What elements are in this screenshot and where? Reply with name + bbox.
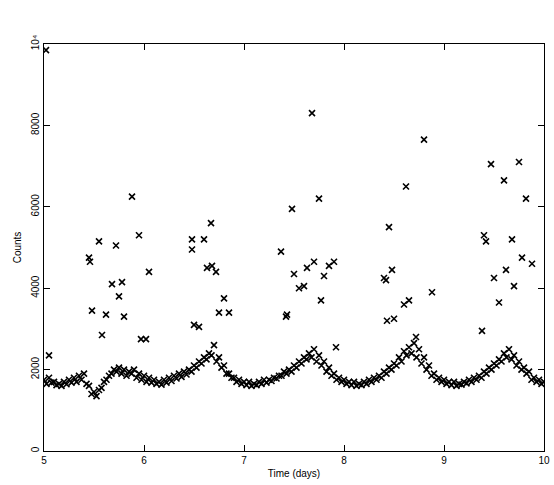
svg-text:5: 5	[41, 455, 47, 466]
svg-text:4000: 4000	[30, 275, 41, 298]
svg-text:6000: 6000	[30, 194, 41, 217]
svg-text:Counts: Counts	[12, 232, 23, 264]
svg-text:Time (days): Time (days)	[268, 468, 320, 479]
svg-text:7: 7	[241, 455, 247, 466]
svg-text:8000: 8000	[30, 112, 41, 135]
svg-text:0: 0	[30, 446, 41, 452]
svg-text:10⁴: 10⁴	[30, 35, 41, 50]
svg-text:2000: 2000	[30, 357, 41, 380]
svg-text:10: 10	[538, 455, 550, 466]
svg-text:8: 8	[341, 455, 347, 466]
svg-text:9: 9	[441, 455, 447, 466]
svg-text:6: 6	[141, 455, 147, 466]
